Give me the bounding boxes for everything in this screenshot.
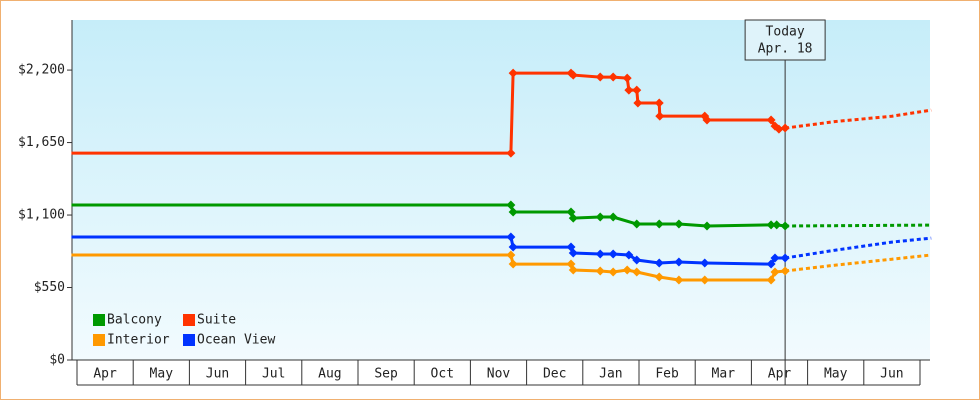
price-marker	[655, 111, 665, 121]
price-marker	[608, 249, 618, 259]
x-tick-label: Aug	[318, 367, 341, 382]
price-marker	[506, 148, 516, 158]
price-marker	[622, 265, 632, 275]
price-marker	[654, 219, 664, 229]
legend-swatch	[183, 334, 195, 346]
forecast-line	[785, 223, 932, 228]
price-marker	[780, 253, 790, 263]
price-marker	[508, 68, 518, 78]
y-tick-label: $2,200	[18, 63, 65, 78]
legend-swatch	[183, 314, 195, 326]
price-marker	[622, 73, 632, 83]
price-marker	[632, 255, 642, 265]
y-tick-label: $1,100	[18, 208, 65, 223]
forecast-line	[784, 236, 932, 260]
price-marker	[674, 257, 684, 267]
x-tick-label: Apr	[768, 367, 792, 382]
price-marker	[780, 266, 790, 276]
price-marker	[506, 200, 516, 210]
price-marker	[595, 212, 605, 222]
price-marker	[506, 232, 516, 242]
price-marker	[674, 219, 684, 229]
price-marker	[608, 212, 618, 222]
price-marker	[674, 275, 684, 285]
y-tick-label: $0	[49, 353, 65, 368]
price-marker	[766, 259, 776, 269]
price-marker	[770, 253, 780, 263]
price-marker	[766, 220, 776, 230]
price-marker	[595, 249, 605, 259]
price-marker	[770, 267, 780, 277]
legend-label: Interior	[107, 333, 170, 348]
x-tick-label: Dec	[543, 367, 566, 382]
price-line	[71, 203, 786, 228]
price-marker	[702, 221, 712, 231]
price-marker	[568, 213, 578, 223]
price-marker	[595, 72, 605, 82]
price-marker	[632, 219, 642, 229]
x-tick-label: Jan	[599, 367, 622, 382]
layer: $0 $550 $1,100 $1,650 $2,200 Apr May Jun Jul Aug S…	[18, 19, 932, 386]
today-box	[744, 19, 826, 61]
x-tick-label: Apr	[93, 367, 117, 382]
price-marker	[700, 258, 710, 268]
price-marker	[508, 242, 518, 252]
price-marker	[633, 98, 643, 108]
price-marker	[766, 275, 776, 285]
x-tick-label: May	[824, 367, 848, 382]
x-tick-label: Mar	[712, 367, 736, 382]
x-tick-label: Oct	[431, 367, 454, 382]
price-marker	[632, 85, 642, 95]
legend-label: Suite	[197, 313, 236, 328]
price-marker	[654, 258, 664, 268]
price-marker	[780, 123, 790, 133]
plot-area	[72, 20, 930, 360]
price-marker	[506, 250, 516, 260]
price-marker	[780, 221, 790, 231]
price-marker	[774, 124, 784, 134]
price-marker	[632, 267, 642, 277]
price-marker	[766, 115, 776, 125]
forecast-line	[784, 253, 932, 273]
price-marker	[702, 115, 712, 125]
x-tick-label: Nov	[487, 367, 511, 382]
price-marker	[508, 259, 518, 269]
y-tick-label: $550	[34, 280, 65, 295]
price-marker	[508, 207, 518, 217]
x-tick-label: Feb	[655, 367, 679, 382]
legend-swatch	[93, 334, 105, 346]
price-marker	[772, 220, 782, 230]
today-label: Today	[766, 25, 805, 40]
price-marker	[568, 70, 578, 80]
x-tick-label: Jun	[880, 367, 903, 382]
price-marker	[608, 267, 618, 277]
price-marker	[595, 266, 605, 276]
price-marker	[568, 265, 578, 275]
legend-label: Ocean View	[197, 333, 275, 348]
x-tick-label: May	[150, 367, 174, 382]
price-marker	[624, 85, 634, 95]
price-marker	[654, 272, 664, 282]
x-tick-label: Jun	[206, 367, 229, 382]
forecast-line	[784, 108, 932, 130]
legend-swatch	[93, 314, 105, 326]
price-marker	[568, 248, 578, 258]
price-marker	[624, 250, 634, 260]
today-date: Apr. 18	[758, 42, 813, 57]
y-tick-label: $1,650	[18, 135, 65, 150]
price-marker	[700, 275, 710, 285]
price-marker	[654, 98, 664, 108]
x-tick-label: Sep	[374, 367, 398, 382]
x-tick-label: Jul	[262, 367, 285, 382]
price-marker	[608, 72, 618, 82]
legend-label: Balcony	[107, 313, 162, 328]
